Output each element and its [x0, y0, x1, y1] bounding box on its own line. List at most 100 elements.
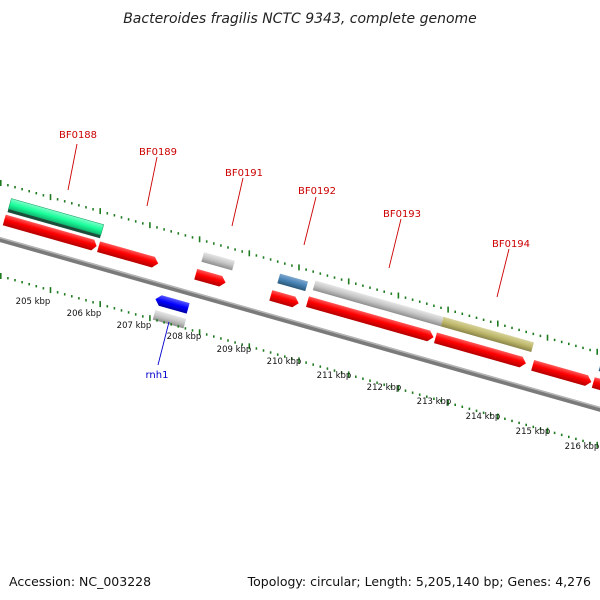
upper-tick-minor-tick: [191, 236, 194, 239]
rnh1-gray-block[interactable]: [152, 310, 187, 329]
misc-feature-bf0194-block[interactable]: [440, 316, 534, 352]
upper-tick-minor-tick: [142, 222, 144, 225]
upper-tick-minor-tick: [163, 228, 165, 231]
upper-tick-minor-tick: [213, 242, 215, 245]
lower-tick-minor-tick: [404, 389, 407, 392]
cds-arrow-bf0188[interactable]: [2, 214, 98, 252]
upper-tick-minor-tick: [333, 276, 336, 279]
kbp-labels: 205 kbp 206 kbp 207 kbp 208 kbp 209 kbp …: [16, 297, 600, 452]
upper-tick-minor-tick: [14, 186, 16, 189]
upper-tick-minor-tick: [553, 338, 556, 342]
cds-arrow-bf0189[interactable]: [97, 241, 160, 268]
lower-tick-major-tick: [497, 413, 499, 420]
upper-tick-minor-tick: [113, 214, 116, 217]
tick-tracks: [0, 180, 598, 448]
gene-bf0191-block[interactable]: [201, 252, 235, 271]
upper-tick-minor-tick: [184, 234, 187, 237]
upper-tick-minor-tick: [461, 312, 464, 315]
lower-tick-minor-tick: [241, 343, 243, 346]
gene-bf0193-block[interactable]: [312, 280, 444, 327]
lower-tick-minor-tick: [482, 411, 485, 414]
leader-bf0194: [496, 248, 510, 298]
feature-bf0188-band: [7, 209, 101, 239]
lower-tick-minor-tick: [177, 325, 180, 328]
lower-tick-minor-tick: [340, 371, 343, 374]
upper-tick-major-tick: [497, 320, 499, 327]
rnh1-arrow[interactable]: [154, 294, 190, 314]
kbp-label: 208 kbp: [167, 332, 202, 342]
lower-tick-minor-tick: [468, 407, 471, 410]
lower-tick-minor-tick: [539, 427, 542, 431]
cds-arrow-bf0191[interactable]: [194, 268, 227, 288]
lower-tick-minor-tick: [120, 309, 123, 312]
leader-bf0191: [231, 177, 244, 227]
lower-tick-minor-tick: [553, 431, 556, 435]
upper-tick-minor-tick: [85, 206, 87, 209]
lower-tick-major-tick: [49, 287, 52, 294]
upper-tick-major-tick: [0, 180, 2, 186]
lower-tick-minor-tick: [362, 377, 364, 380]
accession-text: Accession: NC_003228: [9, 574, 151, 589]
feature-track: [0, 198, 600, 413]
upper-tick-minor-tick: [205, 240, 208, 243]
lower-tick-minor-tick: [92, 301, 94, 304]
lower-tick-major-tick: [198, 329, 201, 336]
trna-bf0192-block[interactable]: [277, 273, 308, 292]
upper-tick-minor-tick: [7, 184, 9, 187]
lower-tick-minor-tick: [191, 329, 194, 332]
kbp-label: 207 kbp: [117, 321, 152, 331]
gene-label-bf0188[interactable]: BF0188: [59, 130, 97, 141]
upper-tick-minor-tick: [276, 260, 279, 263]
upper-tick-minor-tick: [63, 200, 66, 203]
lower-tick-minor-tick: [262, 349, 265, 352]
upper-tick-major-tick: [546, 334, 549, 341]
lower-tick-minor-tick: [390, 385, 393, 388]
lower-tick-major-tick: [99, 301, 101, 308]
upper-tick-minor-tick: [170, 230, 172, 233]
upper-tick-minor-tick: [582, 346, 584, 350]
gene-label-rnh1[interactable]: rnh1: [146, 370, 169, 381]
upper-tick-major-tick: [397, 292, 400, 299]
upper-tick-minor-tick: [262, 256, 265, 259]
lower-tick-major-tick: [0, 273, 2, 279]
lower-tick-minor-tick: [504, 417, 506, 420]
cds-arrow-bf0193[interactable]: [305, 296, 435, 342]
gene-label-bf0191[interactable]: BF0191: [225, 168, 263, 179]
lower-tick-minor-tick: [418, 393, 421, 396]
lower-tick-minor-tick: [113, 307, 116, 310]
lower-tick-minor-tick: [575, 437, 577, 441]
kbp-label: 210 kbp: [267, 357, 302, 367]
upper-tick-minor-tick: [291, 264, 293, 267]
lower-tick-minor-tick: [433, 397, 435, 400]
upper-tick-minor-tick: [355, 282, 357, 285]
upper-tick-minor-tick: [120, 216, 123, 219]
lower-tick-minor-tick: [78, 297, 80, 300]
lower-tick-minor-tick: [220, 337, 222, 340]
lower-tick-minor-tick: [568, 435, 570, 439]
lower-tick-minor-tick: [326, 367, 329, 370]
gene-label-bf0193[interactable]: BF0193: [383, 209, 421, 220]
lower-tick-minor-tick: [42, 287, 45, 290]
lower-tick-minor-tick: [269, 351, 272, 354]
upper-tick-major-tick: [596, 348, 598, 355]
upper-tick-minor-tick: [156, 226, 158, 229]
upper-tick-minor-tick: [312, 270, 314, 273]
kbp-label: 214 kbp: [466, 412, 501, 422]
lower-tick-minor-tick: [525, 423, 527, 427]
lower-tick-minor-tick: [127, 311, 130, 314]
gene-labels: BF0188 BF0189 BF0191 BF0192 BF0193 BF019…: [59, 130, 530, 381]
gene-label-bf0192[interactable]: BF0192: [298, 186, 336, 197]
lower-tick-minor-tick: [319, 365, 322, 368]
upper-tick-minor-tick: [42, 194, 45, 197]
lower-tick-minor-tick: [489, 413, 492, 416]
gene-label-bf0194[interactable]: BF0194: [492, 239, 530, 250]
cds-arrow-bf0192[interactable]: [269, 290, 300, 308]
lower-tick-major-tick: [546, 427, 549, 434]
cds-arrow-bf0194[interactable]: [433, 332, 527, 369]
gene-label-bf0189[interactable]: BF0189: [139, 147, 177, 158]
gene-leaders: [67, 143, 510, 366]
upper-tick-minor-tick: [454, 310, 456, 313]
cds-arrow-bf0195[interactable]: [531, 360, 593, 387]
upper-tick-minor-tick: [35, 192, 38, 195]
cds-arrow-bf0196[interactable]: [591, 377, 600, 401]
